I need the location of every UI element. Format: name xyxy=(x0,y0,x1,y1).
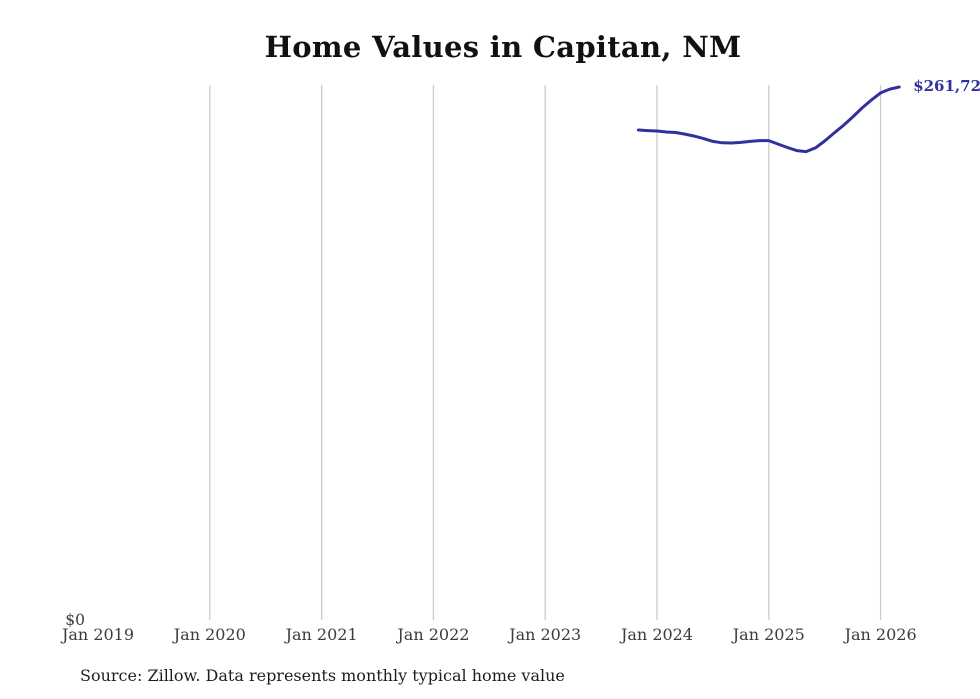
home-value-line-series xyxy=(636,85,901,154)
x-axis-tick-label: Jan 2019 xyxy=(60,625,134,644)
y-axis-zero-label: $0 xyxy=(65,611,85,629)
x-axis-tick-label: Jan 2026 xyxy=(843,625,917,644)
x-axis-tick-label: Jan 2020 xyxy=(172,625,246,644)
chart-title: Home Values in Capitan, NM xyxy=(264,30,742,64)
x-axis-tick-labels: Jan 2019 Jan 2020 Jan 2021 Jan 2022 Jan 2023… xyxy=(60,625,917,644)
vertical-gridlines xyxy=(209,85,882,620)
x-axis-tick-label: Jan 2024 xyxy=(619,625,693,644)
latest-value-label: $261,72 xyxy=(913,77,980,95)
source-note: Source: Zillow. Data represents monthly … xyxy=(80,666,565,685)
x-axis-tick-label: Jan 2022 xyxy=(395,625,469,644)
x-axis-tick-label: Jan 2023 xyxy=(507,625,581,644)
x-axis-tick-label: Jan 2025 xyxy=(731,625,805,644)
x-axis-tick-label: Jan 2021 xyxy=(284,625,358,644)
